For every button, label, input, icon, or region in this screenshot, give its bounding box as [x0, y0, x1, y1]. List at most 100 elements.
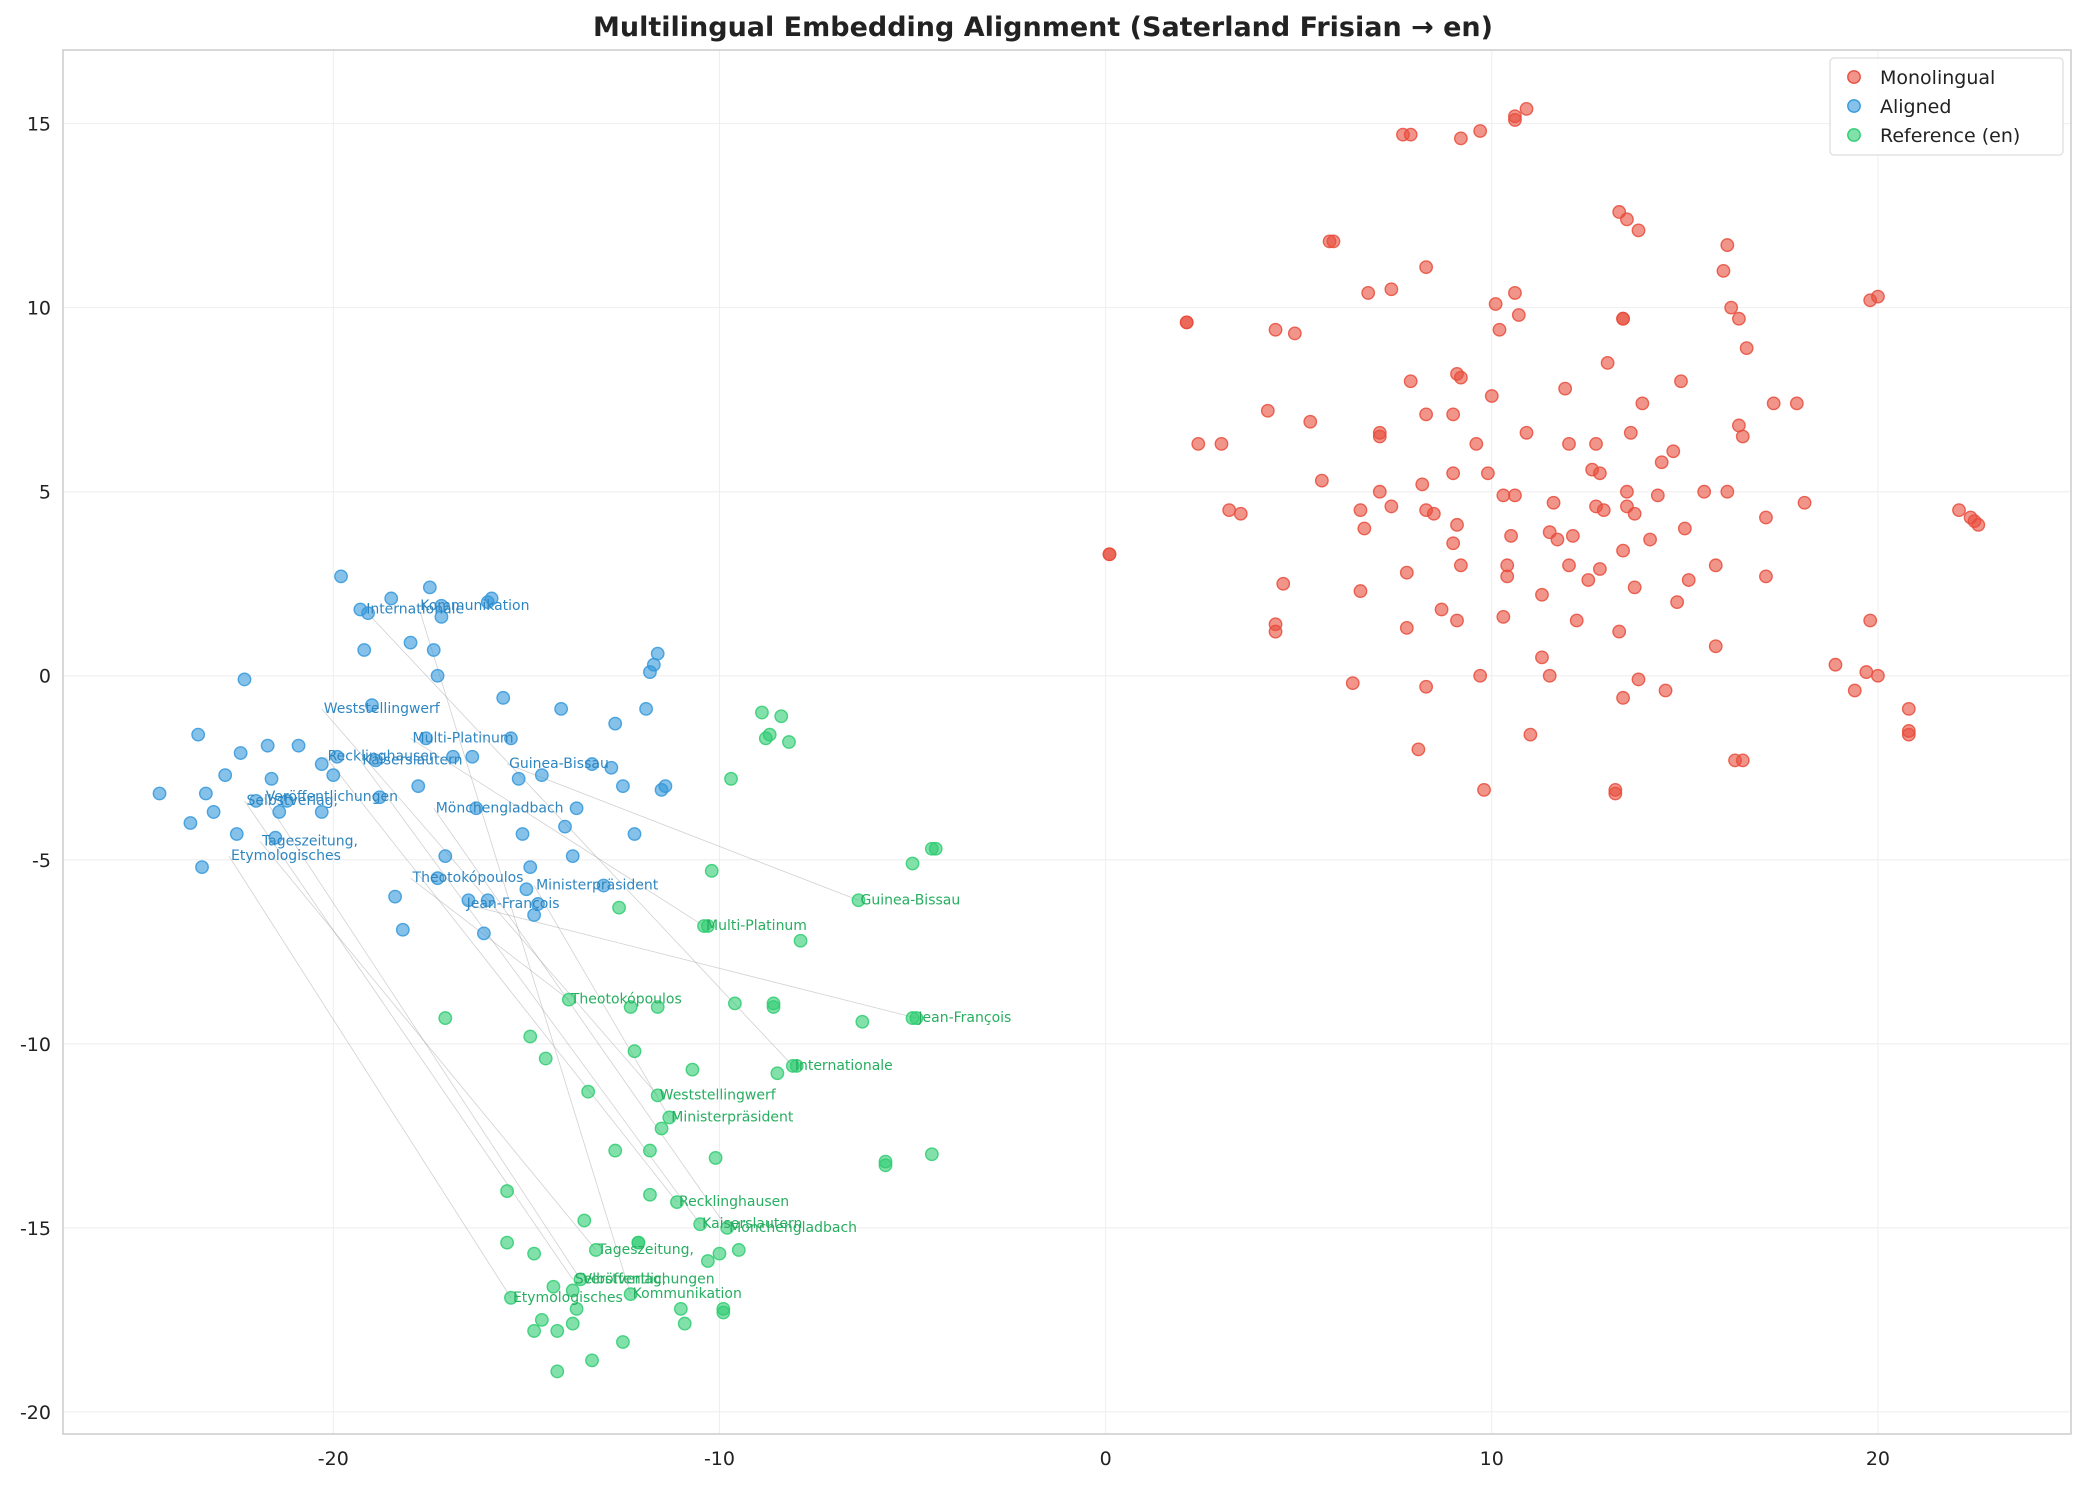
monolingual-point	[1631, 672, 1646, 687]
reference-en-point	[677, 1316, 692, 1331]
monolingual-point	[1419, 260, 1434, 275]
legend-label: Aligned	[1880, 96, 1951, 118]
monolingual-point	[1434, 602, 1449, 617]
y-tick-label: -10	[20, 1034, 51, 1056]
monolingual-point	[1473, 124, 1488, 138]
monolingual-point	[1616, 543, 1630, 558]
monolingual-point	[1732, 311, 1746, 326]
monolingual-point	[1708, 558, 1723, 573]
reference-en-point	[527, 1246, 542, 1261]
monolingual-point	[1562, 558, 1576, 573]
y-tick-label: -15	[20, 1218, 51, 1240]
aligned-point	[183, 816, 198, 830]
monolingual-point	[1971, 517, 1986, 532]
monolingual-point	[1643, 532, 1657, 547]
aligned-point	[384, 591, 399, 606]
alignment-connector	[410, 737, 705, 927]
aligned-point	[523, 860, 538, 875]
aligned-point	[365, 698, 379, 713]
monolingual-point	[1859, 665, 1874, 679]
reference-word-label: Guinea-Bissau	[860, 892, 960, 908]
monolingual-point	[1419, 407, 1434, 422]
monolingual-point	[1600, 355, 1615, 370]
y-tick-label: 5	[39, 482, 51, 504]
reference-word-label: Kaiserslautern	[702, 1216, 802, 1232]
reference-en-point	[623, 1000, 638, 1014]
reference-en-point	[762, 727, 777, 742]
monolingual-point	[1735, 429, 1750, 444]
monolingual-point	[1759, 569, 1773, 584]
monolingual-point	[1863, 613, 1878, 628]
aligned-point	[314, 757, 329, 771]
reference-en-point	[500, 1184, 514, 1198]
monolingual-point	[1716, 263, 1731, 278]
monolingual-point	[1353, 503, 1368, 518]
monolingual-point	[1314, 473, 1329, 488]
aligned-point	[596, 878, 611, 893]
legend-marker	[1847, 70, 1861, 84]
monolingual-point	[1450, 613, 1464, 628]
aligned-word-label: Kommunikation	[420, 598, 529, 614]
monolingual-point	[1326, 234, 1341, 249]
monolingual-point	[1446, 407, 1461, 422]
reference-en-point	[616, 1335, 630, 1349]
monolingual-point	[1361, 286, 1376, 300]
monolingual-point	[1901, 727, 1916, 742]
aligned-point	[627, 827, 642, 841]
monolingual-point	[1477, 782, 1491, 797]
aligned-point	[446, 749, 460, 764]
reference-en-point	[643, 1187, 657, 1202]
y-tick-label: -20	[20, 1402, 51, 1424]
aligned-point	[218, 768, 233, 783]
monolingual-point	[1720, 484, 1735, 499]
monolingual-point	[1535, 650, 1549, 665]
reference-word-label: Kommunikation	[633, 1286, 742, 1302]
reference-en-point	[654, 1121, 669, 1136]
monolingual-point	[1399, 565, 1414, 580]
aligned-point	[643, 665, 657, 679]
monolingual-point	[1384, 282, 1399, 297]
aligned-point	[531, 897, 545, 911]
monolingual-point	[1268, 322, 1283, 337]
monolingual-point	[1596, 503, 1611, 518]
aligned-point	[291, 738, 306, 753]
alignment-connector	[228, 855, 512, 1299]
aligned-word-label: Internationale	[366, 601, 464, 617]
aligned-point	[465, 749, 480, 764]
alignment-connector	[363, 609, 794, 1067]
aligned-point	[198, 786, 213, 801]
reference-en-point	[550, 1324, 565, 1338]
aligned-word-label: Multi-Platinum	[413, 730, 514, 746]
monolingual-point	[1828, 657, 1843, 672]
monolingual-point	[1631, 223, 1646, 238]
monolingual-point	[1608, 782, 1623, 797]
reference-word-label: Multi-Platinum	[706, 918, 807, 934]
aligned-point	[585, 757, 599, 771]
aligned-point	[426, 643, 441, 657]
aligned-point	[237, 672, 252, 687]
reference-en-point	[627, 1044, 642, 1059]
monolingual-point	[1871, 289, 1885, 304]
aligned-point	[152, 786, 167, 801]
reference-en-point	[662, 1110, 677, 1125]
monolingual-point	[1496, 609, 1511, 624]
reference-word-label: Jean-François	[917, 1010, 1011, 1026]
reference-en-point	[724, 771, 738, 786]
monolingual-point	[1658, 683, 1673, 698]
aligned-point	[565, 849, 580, 864]
alignment-connector	[410, 877, 570, 1000]
x-tick-label: 10	[1480, 1448, 1504, 1470]
reference-en-point	[693, 1217, 708, 1232]
monolingual-point	[1450, 517, 1464, 532]
reference-en-point	[704, 863, 719, 878]
aligned-point	[368, 753, 383, 768]
aligned-point	[434, 598, 449, 613]
reference-en-point	[720, 1220, 735, 1235]
monolingual-point	[1303, 414, 1318, 429]
monolingual-point	[1724, 300, 1739, 315]
reference-en-point	[623, 1287, 638, 1302]
reference-en-point	[569, 1301, 584, 1316]
y-tick-label: 15	[27, 114, 51, 136]
aligned-point	[229, 827, 244, 841]
alignment-connector	[259, 841, 597, 1251]
